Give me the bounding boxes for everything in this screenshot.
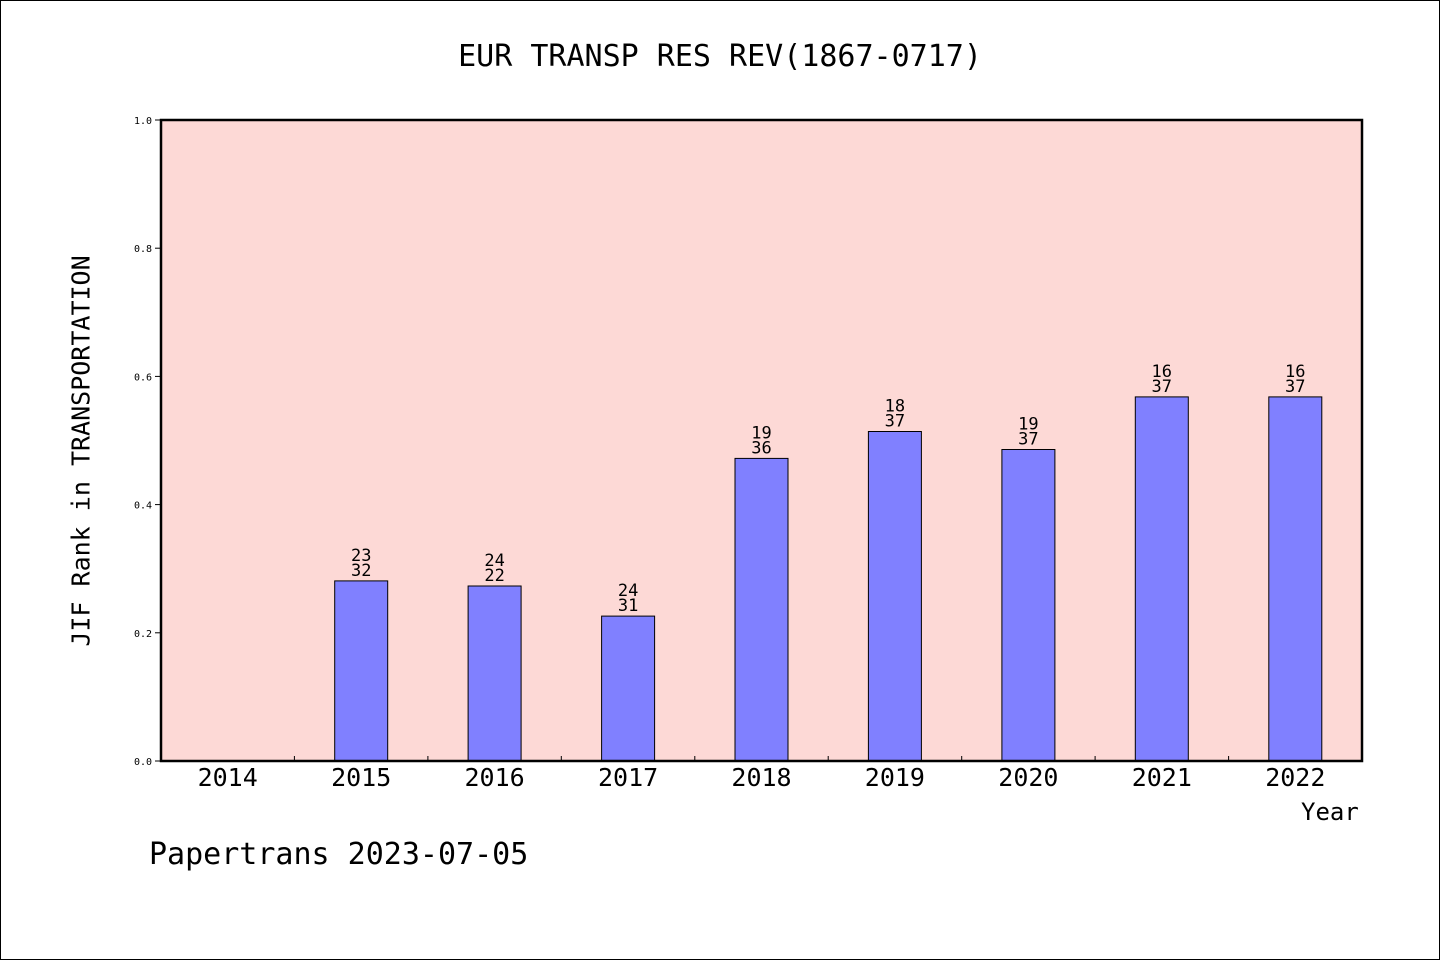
- x-axis-title: Year: [1301, 798, 1359, 826]
- bar-2015: [334, 580, 389, 762]
- footer-text: Papertrans 2023-07-05: [149, 837, 529, 872]
- bar-total-label-2018: 36: [751, 438, 771, 458]
- x-tick-label-2019: 2019: [865, 763, 925, 792]
- bar-rank-label-2020: 19: [1018, 415, 1038, 435]
- bar-2019: [867, 431, 922, 762]
- x-tick-label-2022: 2022: [1265, 763, 1325, 792]
- x-tick-label-2018: 2018: [731, 763, 791, 792]
- bars: [334, 396, 1323, 762]
- x-tick-label-2015: 2015: [331, 763, 391, 792]
- bar-total-label-2019: 37: [885, 412, 905, 432]
- bar-rank-label-2019: 18: [885, 397, 905, 417]
- y-tick-label-0.2: 0.2: [134, 629, 152, 640]
- chart-title: EUR TRANSP RES REV(1867-0717): [458, 39, 982, 74]
- bar-2016: [467, 585, 522, 762]
- bar-2018: [734, 457, 789, 762]
- bar-rank-label-2015: 23: [351, 546, 371, 566]
- bar-total-label-2021: 37: [1152, 377, 1172, 397]
- bar-2022: [1268, 396, 1323, 762]
- y-tick-label-0.0: 0.0: [134, 757, 152, 768]
- y-tick-label-1.0: 1.0: [134, 116, 152, 127]
- y-tick-label-0.4: 0.4: [134, 501, 152, 512]
- x-tick-label-2021: 2021: [1132, 763, 1192, 792]
- axis-ticks: 2014 2015 2016 2017 2018 2019 2020 2021 2022 0.0 0…: [134, 116, 1325, 792]
- bar-rank-label-2022: 16: [1285, 362, 1305, 382]
- x-tick-label-2014: 2014: [198, 763, 258, 792]
- bar-total-label-2022: 37: [1285, 377, 1305, 397]
- x-tick-label-2017: 2017: [598, 763, 658, 792]
- bar-2021: [1134, 396, 1189, 762]
- bar-total-label-2015: 32: [351, 561, 371, 581]
- bar-total-label-2017: 31: [618, 596, 638, 616]
- bar-rank-label-2021: 16: [1152, 362, 1172, 382]
- x-tick-label-2016: 2016: [464, 763, 524, 792]
- x-tick-label-2020: 2020: [998, 763, 1058, 792]
- bar-rank-label-2018: 19: [751, 423, 771, 443]
- bar-2020: [1001, 449, 1056, 762]
- bar-rank-label-2017: 24: [618, 581, 638, 601]
- bar-rank-label-2016: 24: [484, 551, 504, 571]
- bar-total-label-2020: 37: [1018, 430, 1038, 450]
- y-tick-label-0.6: 0.6: [134, 372, 152, 383]
- bar-total-label-2016: 22: [484, 566, 504, 586]
- bar-2017: [601, 615, 656, 762]
- plot-frame: [159, 118, 1364, 763]
- y-tick-label-0.8: 0.8: [134, 244, 152, 255]
